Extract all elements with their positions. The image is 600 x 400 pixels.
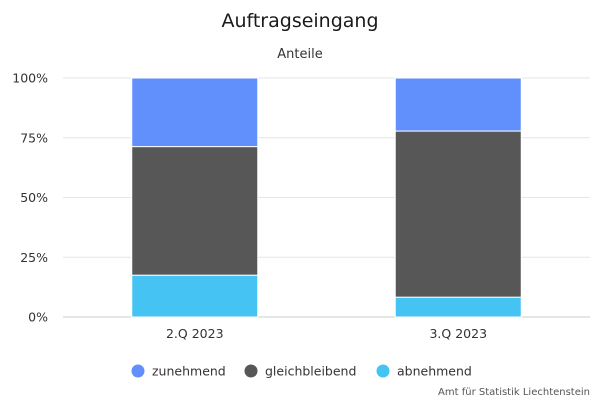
bar-segment-abnehmend[interactable] (394, 296, 522, 318)
credit-text: Amt für Statistik Liechtenstein (438, 387, 590, 398)
legend: zunehmend gleichbleibend abnehmend (131, 364, 472, 379)
legend-marker-abnehmend[interactable] (376, 364, 390, 378)
legend-label-gleichbleibend[interactable]: gleichbleibend (265, 364, 356, 379)
x-axis-ticks: 2.Q 2023 3.Q 2023 (166, 326, 487, 341)
y-tick-label: 50% (20, 190, 48, 205)
x-tick-label: 3.Q 2023 (429, 326, 487, 341)
bars (131, 77, 522, 318)
bar-segment-gleichbleibend[interactable] (394, 130, 522, 298)
bar-segment-abnehmend[interactable] (131, 274, 259, 318)
y-tick-label: 75% (20, 130, 48, 145)
x-tick-label: 2.Q 2023 (166, 326, 224, 341)
y-axis-ticks: 0% 25% 50% 75% 100% (12, 71, 48, 325)
bar-segment-gleichbleibend[interactable] (131, 146, 259, 276)
legend-marker-gleichbleibend[interactable] (244, 364, 258, 378)
y-tick-label: 25% (20, 250, 48, 265)
chart-title: Auftragseingang (221, 10, 378, 32)
legend-label-abnehmend[interactable]: abnehmend (397, 364, 472, 379)
bar-segment-zunehmend[interactable] (394, 77, 522, 132)
chart-subtitle: Anteile (277, 47, 322, 62)
legend-marker-zunehmend[interactable] (131, 364, 145, 378)
y-tick-label: 0% (28, 310, 48, 325)
legend-label-zunehmend[interactable]: zunehmend (152, 364, 226, 379)
bar-segment-zunehmend[interactable] (131, 77, 259, 148)
y-tick-label: 100% (12, 71, 48, 86)
